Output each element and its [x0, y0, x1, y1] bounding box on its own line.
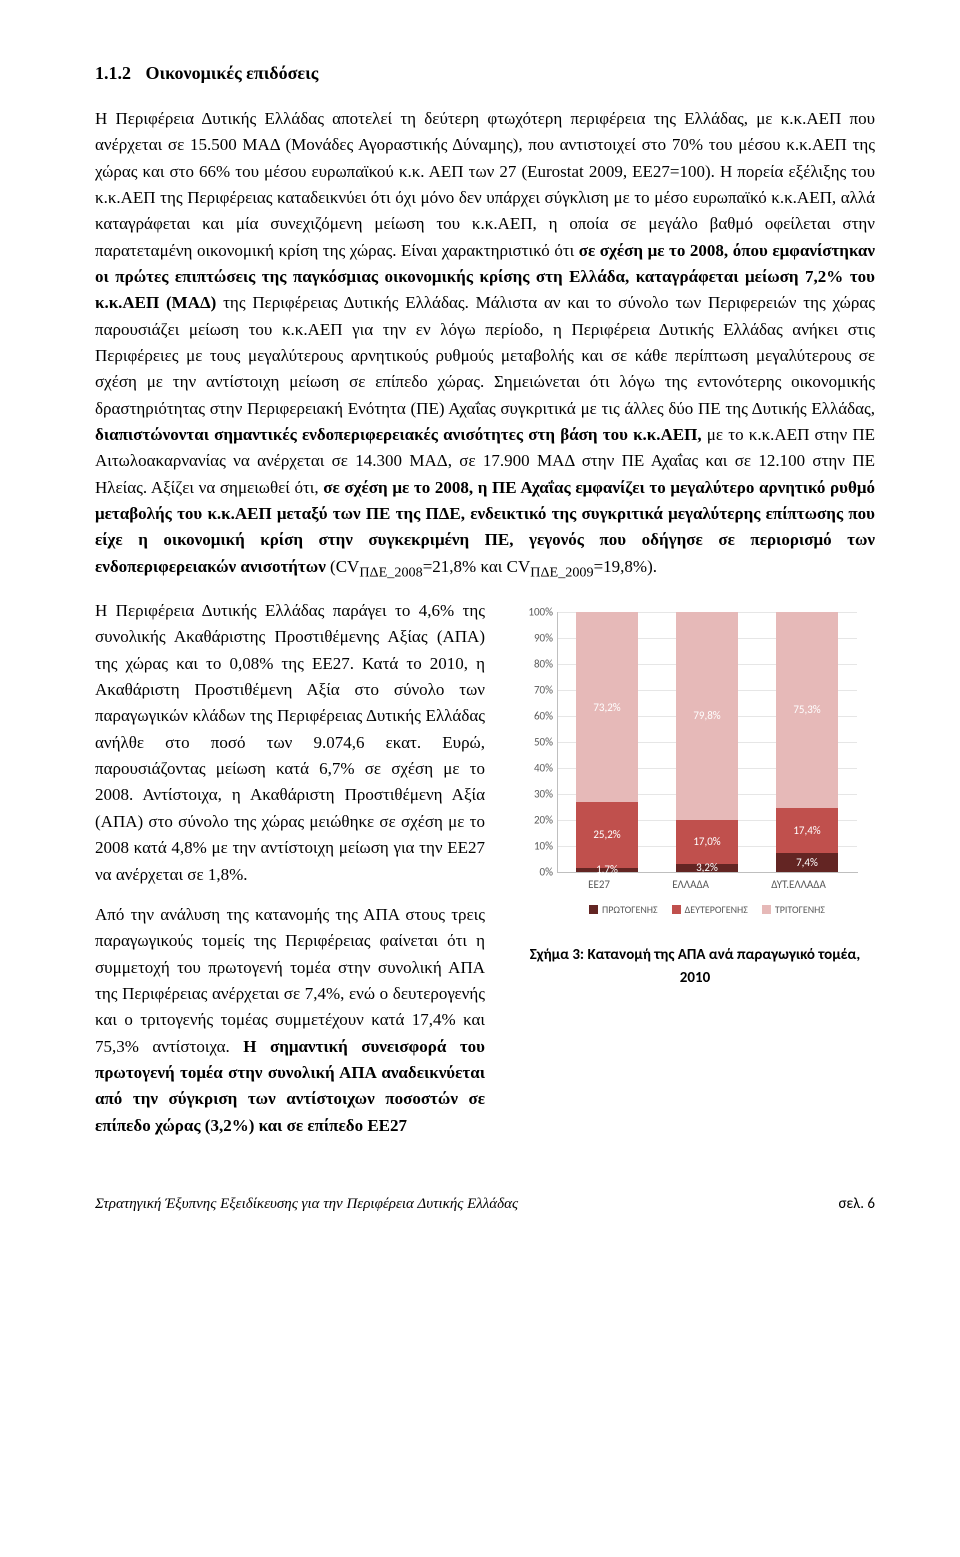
paragraph-2: Η Περιφέρεια Δυτικής Ελλάδας παράγει το … [95, 598, 485, 888]
bar-segment: 25,2% [576, 802, 638, 867]
legend-item: ΠΡΩΤΟΓΕΝΗΣ [589, 902, 658, 918]
caption-line1: Σχήμα 3: Κατανομή της ΑΠΑ ανά παραγωγικό… [530, 946, 861, 964]
bar-segment: 1,7% [576, 868, 638, 872]
legend-swatch [589, 905, 598, 914]
p1-g-mid: =21,8% και CV [423, 557, 531, 576]
y-tick-label: 60% [515, 708, 553, 725]
bar-segment: 17,4% [776, 808, 838, 853]
p1-d-bold: διαπιστώνονται σημαντικές ενδοπεριφερεια… [95, 425, 702, 444]
bar-segment: 3,2% [676, 864, 738, 872]
y-tick-label: 0% [515, 864, 553, 881]
legend-swatch [762, 905, 771, 914]
caption-line2: 2010 [680, 969, 710, 987]
p1-a: Η Περιφέρεια Δυτικής Ελλάδας αποτελεί τη… [95, 109, 875, 260]
legend: ΠΡΩΤΟΓΕΝΗΣ ΔΕΥΤΕΡΟΓΕΝΗΣ ΤΡΙΤΟΓΕΝΗΣ [557, 902, 857, 918]
footer-left: Στρατηγική Έξυπνης Εξειδίκευσης για την … [95, 1193, 518, 1216]
footer-page: σελ. 6 [838, 1193, 875, 1216]
y-tick-label: 100% [515, 604, 553, 621]
legend-item: ΤΡΙΤΟΓΕΝΗΣ [762, 902, 825, 918]
y-tick-label: 50% [515, 734, 553, 751]
page-footer: Στρατηγική Έξυπνης Εξειδίκευσης για την … [95, 1193, 875, 1216]
bar-segment: 73,2% [576, 612, 638, 802]
p1-sub2: ΠΔΕ_2009 [530, 564, 593, 580]
y-tick-label: 80% [515, 656, 553, 673]
section-title: Οικονομικές επιδόσεις [146, 63, 319, 83]
paragraph-3: Από την ανάλυση της κατανομής της ΑΠΑ στ… [95, 902, 485, 1139]
section-heading: 1.1.2 Οικονομικές επιδόσεις [95, 60, 875, 88]
bar-value-label: 7,4% [796, 854, 818, 871]
bar: 79,8% 17,0% 3,2% [676, 612, 738, 872]
legend-label: ΠΡΩΤΟΓΕΝΗΣ [602, 902, 658, 918]
bar-value-label: 25,2% [593, 826, 620, 843]
bar-value-label: 17,4% [793, 822, 820, 839]
p1-sub1: ΠΔΕ_2008 [359, 564, 422, 580]
bar: 75,3% 17,4% 7,4% [776, 612, 838, 872]
bars-container: 73,2% 25,2% 1,7% 79,8% 17,0% 3,2% 75,3% 17,4% 7,… [557, 612, 857, 872]
bar-segment: 75,3% [776, 612, 838, 808]
bar-value-label: 17,0% [693, 833, 720, 850]
right-column: 0% 10% 20% 30% 40% 50% 60% 70% 80% 90% 100% 73,2% 25… [515, 598, 875, 1153]
legend-label: ΤΡΙΤΟΓΕΝΗΣ [775, 902, 825, 918]
left-column: Η Περιφέρεια Δυτικής Ελλάδας παράγει το … [95, 598, 485, 1153]
bar-value-label: 75,3% [793, 701, 820, 718]
p1-g-end: =19,8%). [594, 557, 657, 576]
p3-a: Από την ανάλυση της κατανομής της ΑΠΑ στ… [95, 905, 485, 1056]
y-tick-label: 30% [515, 786, 553, 803]
x-labels: ΕΕ27 ΕΛΛΑΔΑ ΔΥΤ.ΕΛΛΑΔΑ [557, 876, 857, 893]
x-label: ΕΛΛΑΔΑ [672, 876, 709, 893]
two-column-layout: Η Περιφέρεια Δυτικής Ελλάδας παράγει το … [95, 598, 875, 1153]
bar-value-label: 3,2% [696, 859, 718, 876]
paragraph-1: Η Περιφέρεια Δυτικής Ελλάδας αποτελεί τη… [95, 106, 875, 584]
x-label: ΕΕ27 [588, 876, 610, 893]
bar-segment: 17,0% [676, 820, 738, 864]
page-root: 1.1.2 Οικονομικές επιδόσεις Η Περιφέρεια… [0, 0, 960, 1256]
y-tick-label: 70% [515, 682, 553, 699]
y-tick-label: 10% [515, 838, 553, 855]
legend-label: ΔΕΥΤΕΡΟΓΕΝΗΣ [685, 902, 748, 918]
bar-value-label: 73,2% [593, 699, 620, 716]
y-tick-label: 90% [515, 630, 553, 647]
legend-item: ΔΕΥΤΕΡΟΓΕΝΗΣ [672, 902, 748, 918]
bar-segment: 79,8% [676, 612, 738, 819]
p1-g: (CV [326, 557, 360, 576]
apa-chart: 0% 10% 20% 30% 40% 50% 60% 70% 80% 90% 100% 73,2% 25… [515, 604, 875, 914]
chart-caption: Σχήμα 3: Κατανομή της ΑΠΑ ανά παραγωγικό… [515, 944, 875, 989]
bar-segment: 7,4% [776, 853, 838, 872]
bar: 73,2% 25,2% 1,7% [576, 612, 638, 872]
bar-value-label: 79,8% [693, 707, 720, 724]
section-number: 1.1.2 [95, 60, 131, 88]
y-tick-label: 20% [515, 812, 553, 829]
legend-swatch [672, 905, 681, 914]
x-label: ΔΥΤ.ΕΛΛΑΔΑ [771, 876, 826, 893]
y-tick-label: 40% [515, 760, 553, 777]
